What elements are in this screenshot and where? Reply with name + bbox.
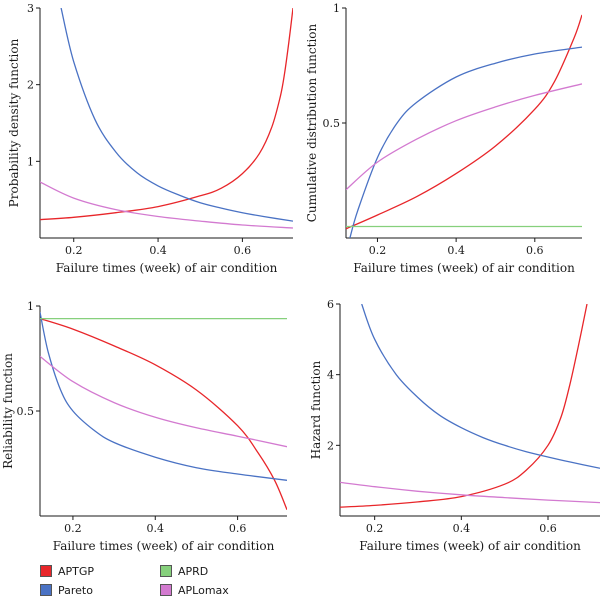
legend-swatch-aplomax — [160, 584, 172, 596]
chart-panel-2: 0.2 0.4 0.6 0.5 1 Failure times (week) of air… — [305, 2, 582, 275]
series-line-aplomax — [40, 355, 287, 448]
y-tick-label: 2 — [27, 79, 34, 92]
y-axis-label: Hazard function — [309, 360, 323, 459]
x-axis-label: Failure times (week) of air condition — [53, 539, 275, 553]
y-tick-label: 3 — [27, 2, 34, 15]
y-tick-label: 1 — [27, 155, 34, 168]
y-tick-label: 0.5 — [323, 117, 341, 130]
x-tick-label: 0.4 — [149, 244, 167, 257]
x-tick-label: 0.6 — [229, 522, 247, 535]
legend-label-aptgp: APTGP — [58, 564, 95, 578]
y-axis-label: Cumulative distribution function — [305, 23, 319, 222]
legend-item-aptgp: APTGP — [40, 563, 94, 579]
y-tick-label: 2 — [327, 439, 334, 452]
chart-panel-3: 0.2 0.4 0.6 0.5 1 Failure times (week) of air… — [1, 300, 287, 553]
y-axis-label: Reliability function — [1, 353, 15, 469]
series-line-aptgp — [340, 304, 588, 508]
series-line-aplomax — [346, 83, 582, 191]
legend-label-aplomax: APLomax — [178, 583, 229, 597]
series-line-pareto — [361, 304, 600, 469]
legend-item-pareto: Pareto — [40, 582, 93, 598]
x-axis-label: Failure times (week) of air condition — [56, 261, 278, 275]
legend-swatch-pareto — [40, 584, 52, 596]
series-line-aplomax — [40, 181, 293, 229]
series-line-pareto — [60, 8, 293, 222]
series-line-aplomax — [340, 481, 600, 504]
x-tick-label: 0.4 — [147, 522, 165, 535]
x-tick-label: 0.2 — [64, 522, 82, 535]
legend-label-pareto: Pareto — [58, 583, 93, 597]
legend-swatch-aprd — [160, 565, 172, 577]
legend: APTGP APRD Pareto APLomax — [40, 560, 340, 600]
x-axis-label: Failure times (week) of air condition — [353, 261, 575, 275]
x-tick-label: 0.4 — [453, 522, 471, 535]
legend-label-aprd: APRD — [178, 564, 209, 578]
x-tick-label: 0.6 — [539, 522, 557, 535]
chart-panel-1: 0.2 0.4 0.6 1 2 3 Failure times (week) of air … — [7, 2, 293, 275]
chart-panel-4: 0.2 0.4 0.6 2 4 6 Failure times (week) of air … — [309, 298, 600, 553]
figure-charts: 0.2 0.4 0.6 1 2 3 Failure times (week) of air … — [1, 2, 600, 553]
legend-item-aprd: APRD — [160, 563, 208, 579]
series-line-pareto — [349, 46, 582, 238]
legend-item-aplomax: APLomax — [160, 582, 229, 598]
x-axis-label: Failure times (week) of air condition — [359, 539, 581, 553]
x-tick-label: 0.2 — [369, 244, 387, 257]
y-tick-label: 6 — [327, 298, 334, 311]
x-tick-label: 0.4 — [447, 244, 465, 257]
y-tick-label: 1 — [27, 300, 34, 313]
y-tick-label: 1 — [333, 2, 340, 15]
x-tick-label: 0.2 — [366, 522, 384, 535]
series-line-aptgp — [346, 14, 582, 230]
series-line-aptgp — [40, 317, 287, 510]
x-tick-label: 0.6 — [234, 244, 252, 257]
y-tick-label: 4 — [327, 369, 334, 382]
y-tick-label: 0.5 — [17, 405, 35, 418]
series-line-pareto — [40, 312, 287, 481]
x-tick-label: 0.2 — [65, 244, 83, 257]
y-axis-label: Probability density function — [7, 38, 21, 207]
series-line-aptgp — [40, 8, 293, 221]
legend-swatch-aptgp — [40, 565, 52, 577]
x-tick-label: 0.6 — [526, 244, 544, 257]
